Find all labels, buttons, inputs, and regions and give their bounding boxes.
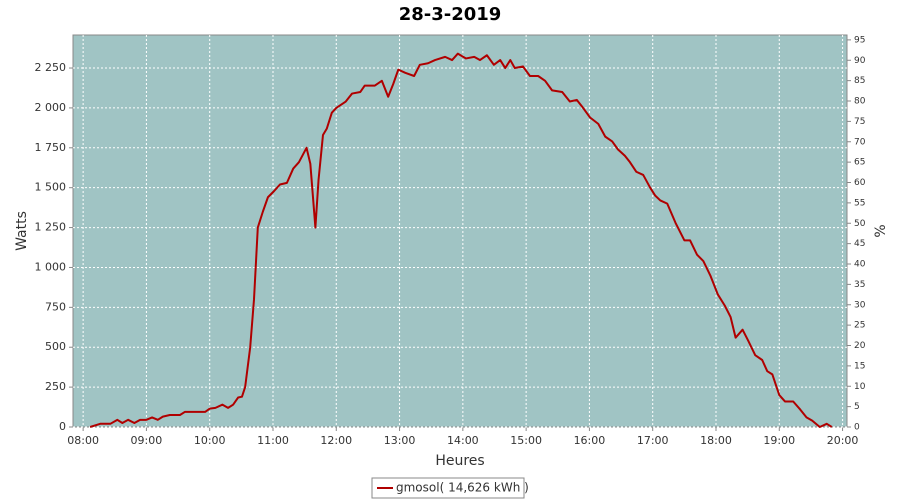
y-tick-label: 2 250 xyxy=(35,61,67,74)
x-tick-label: 15:00 xyxy=(510,434,542,447)
x-tick-label: 19:00 xyxy=(763,434,795,447)
y2-tick-label: 20 xyxy=(854,341,866,351)
y-tick-label: 1 750 xyxy=(35,141,67,154)
y-tick-label: 500 xyxy=(45,340,66,353)
y-tick-label: 750 xyxy=(45,300,66,313)
x-tick-label: 12:00 xyxy=(320,434,352,447)
legend-label: gmosol( 14,626 kWh ) xyxy=(396,481,529,495)
x-tick-label: 16:00 xyxy=(574,434,606,447)
y2-tick-label: 30 xyxy=(854,300,866,310)
y-tick-label: 250 xyxy=(45,380,66,393)
x-tick-label: 18:00 xyxy=(700,434,732,447)
y-tick-label: 1 250 xyxy=(35,221,67,234)
x-tick-label: 11:00 xyxy=(257,434,289,447)
y2-tick-label: 85 xyxy=(854,76,865,86)
y-tick-label: 1 500 xyxy=(35,181,67,194)
x-tick-label: 20:00 xyxy=(827,434,859,447)
y2-tick-label: 15 xyxy=(854,361,865,371)
y-tick-label: 1 000 xyxy=(35,260,67,273)
x-axis-label: Heures xyxy=(435,453,484,469)
y2-tick-label: 40 xyxy=(854,260,866,270)
y2-axis-label: % xyxy=(873,224,889,237)
chart-title: 28-3-2019 xyxy=(399,4,502,25)
y2-tick-label: 70 xyxy=(854,137,866,147)
y2-tick-label: 95 xyxy=(854,35,865,45)
x-tick-label: 17:00 xyxy=(637,434,669,447)
legend-box xyxy=(371,477,525,499)
y2-tick-label: 60 xyxy=(854,178,866,188)
y2-tick-label: 10 xyxy=(854,382,866,392)
x-tick-label: 09:00 xyxy=(131,434,163,447)
y2-tick-label: 55 xyxy=(854,198,865,208)
y2-tick-label: 0 xyxy=(854,423,860,433)
y2-tick-label: 90 xyxy=(854,56,866,66)
y2-tick-label: 50 xyxy=(854,219,866,229)
x-tick-label: 14:00 xyxy=(447,434,479,447)
y2-tick-label: 80 xyxy=(854,97,866,107)
x-tick-label: 10:00 xyxy=(194,434,226,447)
y-axis-label: Watts xyxy=(14,211,30,251)
y2-tick-label: 5 xyxy=(854,402,860,412)
x-tick-label: 13:00 xyxy=(384,434,416,447)
data-line xyxy=(89,52,833,428)
plot-background xyxy=(72,34,848,428)
y2-tick-label: 65 xyxy=(854,158,865,168)
y-tick-label: 2 000 xyxy=(35,101,67,114)
y2-tick-label: 25 xyxy=(854,321,865,331)
y2-tick-label: 35 xyxy=(854,280,865,290)
y-tick-label: 0 xyxy=(59,420,66,433)
y2-tick-label: 45 xyxy=(854,239,865,249)
x-tick-label: 08:00 xyxy=(67,434,99,447)
y2-tick-label: 75 xyxy=(854,117,865,127)
